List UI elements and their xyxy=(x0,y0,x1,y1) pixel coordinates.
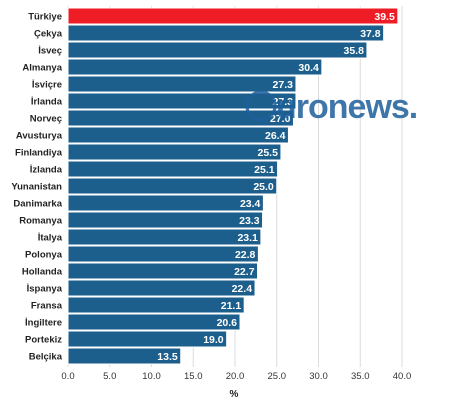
value-label: 30.4 xyxy=(298,62,319,74)
x-tick-label: 5.0 xyxy=(103,371,116,382)
bar xyxy=(67,211,264,229)
bar xyxy=(67,109,294,127)
bar xyxy=(67,228,262,246)
value-label: 27.0 xyxy=(270,113,291,125)
value-label: 22.8 xyxy=(235,249,256,261)
bar xyxy=(67,262,259,280)
bar xyxy=(67,245,259,263)
bar xyxy=(67,313,241,331)
category-label: İtalya xyxy=(38,233,63,244)
value-label: 13.5 xyxy=(157,351,178,363)
x-tick-label: 20.0 xyxy=(226,371,245,382)
bar xyxy=(67,194,264,212)
bar xyxy=(67,24,385,42)
category-label: İsviçre xyxy=(32,80,62,91)
category-label: İzlanda xyxy=(30,165,63,176)
category-label: İspanya xyxy=(27,284,63,295)
value-label: 27.3 xyxy=(273,79,294,91)
euronews-logo: uronews. xyxy=(245,88,418,126)
category-label: Romanya xyxy=(19,216,62,227)
euronews-logo-text: uronews. xyxy=(276,88,417,126)
bars xyxy=(67,7,399,365)
value-label: 37.8 xyxy=(360,28,381,40)
x-tick-label: 10.0 xyxy=(142,371,161,382)
euronews-logo-ring xyxy=(245,90,277,122)
category-label: İrlanda xyxy=(31,97,63,108)
category-label: Yunanistan xyxy=(11,182,62,193)
x-axis-title: % xyxy=(230,389,239,400)
category-label: Almanya xyxy=(22,63,62,74)
value-label: 39.5 xyxy=(374,11,395,23)
bar xyxy=(67,41,368,59)
value-label: 25.1 xyxy=(254,164,275,176)
bar xyxy=(67,58,323,76)
bar xyxy=(67,92,297,110)
value-label: 22.4 xyxy=(232,283,253,295)
value-labels: 39.5 37.8 35.8 30.4 27.3 27.3 27.0 26.4 25.5 25.1… xyxy=(157,11,395,363)
category-label: Avusturya xyxy=(16,131,63,142)
category-label: Fransa xyxy=(31,301,63,312)
bar xyxy=(67,160,279,178)
value-label: 21.1 xyxy=(221,300,242,312)
bar xyxy=(67,177,278,195)
value-label: 19.0 xyxy=(203,334,224,346)
x-tick-label: 30.0 xyxy=(309,371,328,382)
value-label: 25.0 xyxy=(253,181,274,193)
value-label: 23.3 xyxy=(239,215,260,227)
category-label: İsveç xyxy=(38,46,62,57)
x-axis-ticks: 0.0 5.0 10.0 15.0 20.0 25.0 30.0 35.0 40.0 xyxy=(61,371,411,382)
category-label: Finlandiya xyxy=(15,148,63,159)
bar xyxy=(67,126,289,144)
category-label: İngiltere xyxy=(25,318,62,329)
value-label: 27.3 xyxy=(273,96,294,108)
x-tick-label: 35.0 xyxy=(351,371,370,382)
category-label: Danimarka xyxy=(13,199,62,210)
value-label: 26.4 xyxy=(265,130,286,142)
value-label: 23.1 xyxy=(237,232,258,244)
bar xyxy=(67,75,297,93)
bar xyxy=(67,330,228,348)
bar xyxy=(67,296,245,314)
value-label: 25.5 xyxy=(257,147,278,159)
category-label: Türkiye xyxy=(28,12,62,23)
category-label: Polonya xyxy=(25,250,63,261)
x-tick-label: 25.0 xyxy=(268,371,287,382)
category-label: Portekiz xyxy=(25,335,62,346)
category-label: Belçika xyxy=(29,352,63,363)
bar xyxy=(67,279,256,297)
x-tick-label: 15.0 xyxy=(184,371,203,382)
x-tick-label: 40.0 xyxy=(393,371,412,382)
value-label: 20.6 xyxy=(217,317,238,329)
value-label: 35.8 xyxy=(343,45,364,57)
category-label: Çekya xyxy=(34,29,63,40)
value-label: 23.4 xyxy=(240,198,261,210)
value-label: 22.7 xyxy=(234,266,255,278)
bar xyxy=(67,347,182,365)
bar xyxy=(67,143,282,161)
category-labels: Türkiye Çekya İsveç Almanya İsviçre İrlanda No… xyxy=(11,12,62,363)
x-tick-label: 0.0 xyxy=(61,371,74,382)
bar xyxy=(67,7,399,25)
category-label: Hollanda xyxy=(22,267,63,278)
category-label: Norveç xyxy=(30,114,62,125)
